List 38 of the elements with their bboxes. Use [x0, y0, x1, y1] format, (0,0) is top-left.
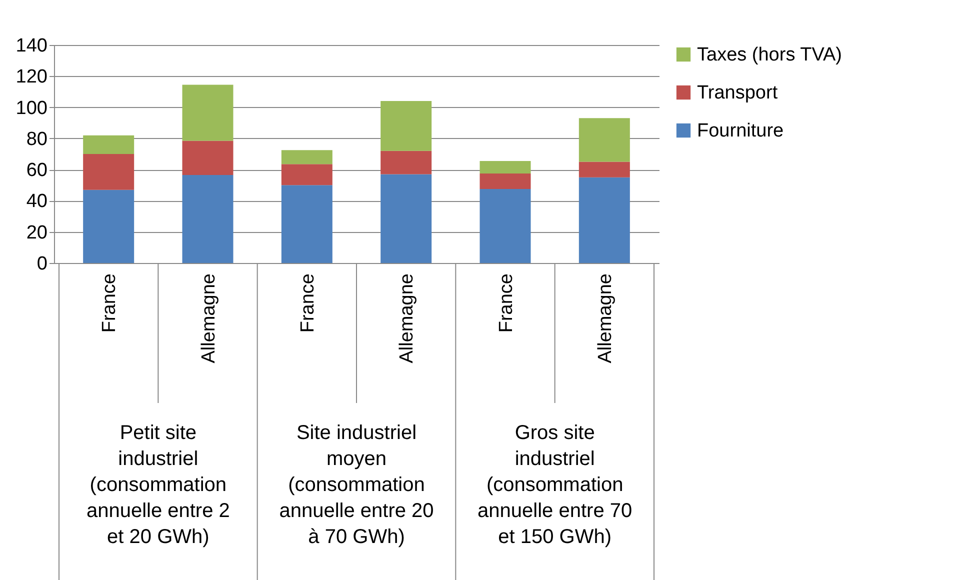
y-tick-label: 100 — [16, 98, 48, 119]
y-tick-label: 120 — [16, 66, 48, 88]
legend-label: Transport — [697, 82, 778, 104]
text: Petit site industriel (consommation annuelle entre 2 et 20 GWh) — [86, 422, 230, 548]
y-tick-label: 140 — [16, 36, 48, 56]
bar — [380, 101, 432, 151]
x-tick-label: Allemagne — [396, 274, 418, 364]
text: Site industriel moyen (consommation annuelle entre 20 à 70 GWh) — [279, 422, 434, 548]
bar — [83, 154, 134, 190]
bar — [281, 164, 332, 186]
y-tick-label: 0 — [36, 254, 48, 274]
bar — [182, 175, 234, 263]
x-tick-label: France — [99, 274, 120, 333]
y-tick-label: 40 — [26, 191, 48, 212]
bar — [578, 162, 630, 178]
x-tick-label: France — [496, 274, 517, 333]
x-tick-label: Allemagne — [594, 274, 616, 364]
bar — [281, 185, 332, 263]
x-tick-label: France — [297, 274, 318, 333]
bar — [380, 174, 432, 263]
bar — [480, 161, 531, 174]
bar — [83, 135, 134, 154]
bar — [83, 190, 134, 263]
bar — [480, 173, 531, 190]
legend-label: Fourniture — [697, 120, 784, 142]
y-tick-label: 60 — [26, 160, 48, 182]
bar — [182, 84, 234, 141]
bar — [281, 150, 332, 164]
y-tick-label: 80 — [26, 128, 48, 150]
bar — [480, 189, 531, 263]
bar — [578, 118, 630, 162]
y-tick-label: 20 — [26, 222, 48, 244]
bar — [578, 177, 630, 263]
legend-label: Taxes (hors TVA) — [697, 44, 842, 66]
text: Gros site industriel (consommation annuelle entre 70 et 150 GWh) — [478, 422, 632, 548]
bar — [182, 140, 234, 176]
x-tick-label: Allemagne — [198, 274, 220, 364]
bar — [380, 150, 432, 174]
